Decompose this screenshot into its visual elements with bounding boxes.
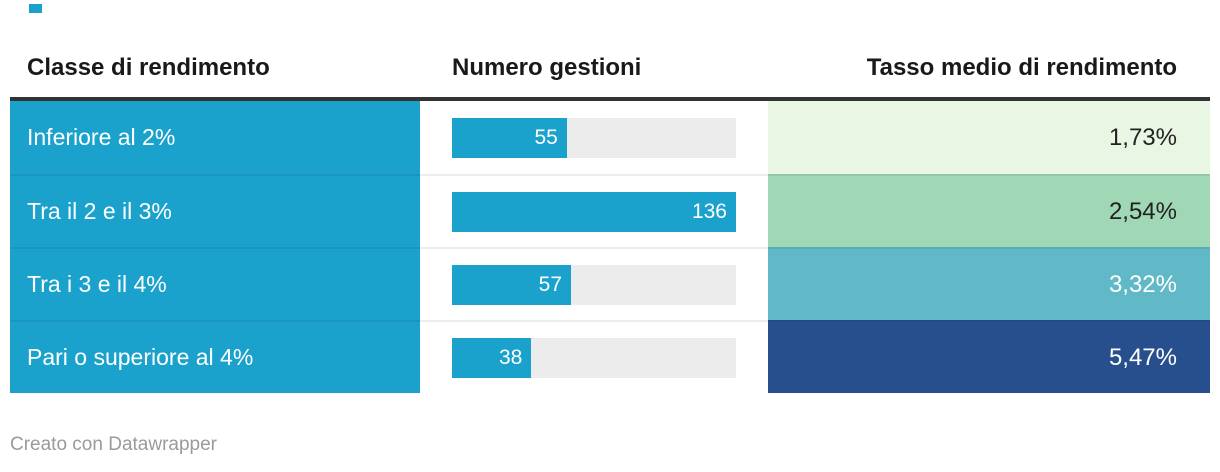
- bar-value-label: 38: [498, 345, 523, 369]
- datawrapper-credit-link[interactable]: Creato con Datawrapper: [10, 434, 217, 455]
- header-rule: [10, 97, 1210, 101]
- classe-cell: Inferiore al 2%: [10, 101, 420, 174]
- datawrapper-logo-mark: [29, 4, 42, 13]
- tasso-cell: 2,54%: [768, 174, 1210, 247]
- tasso-cell: 1,73%: [768, 101, 1210, 174]
- table-header: Classe di rendimento Numero gestioni Tas…: [10, 50, 1210, 86]
- table-row: Tra il 2 e il 3% 136 2,54%: [10, 174, 1210, 247]
- bar-track: 55: [452, 117, 736, 158]
- bar-track: 38: [452, 337, 736, 378]
- bar-fill: 55: [452, 117, 567, 158]
- bar-track: 136: [452, 191, 736, 232]
- numero-cell: 136: [420, 174, 768, 247]
- bar-fill: 38: [452, 337, 532, 378]
- numero-cell: 57: [420, 247, 768, 320]
- tasso-cell: 3,32%: [768, 247, 1210, 320]
- bar-track: 57: [452, 264, 736, 305]
- table-row: Tra i 3 e il 4% 57 3,32%: [10, 247, 1210, 320]
- classe-cell: Tra il 2 e il 3%: [10, 174, 420, 247]
- numero-cell: 38: [420, 320, 768, 393]
- bar-value-label: 55: [534, 125, 558, 149]
- bar-fill: 57: [452, 264, 572, 305]
- tasso-cell: 5,47%: [768, 320, 1210, 393]
- column-header-numero: Numero gestioni: [452, 54, 642, 81]
- table-body: Inferiore al 2% 55 1,73% Tra il 2 e il 3…: [10, 101, 1210, 393]
- bar-value-label: 57: [538, 272, 563, 296]
- bar-value-label: 136: [691, 199, 727, 223]
- classe-cell: Tra i 3 e il 4%: [10, 247, 420, 320]
- table-row: Inferiore al 2% 55 1,73%: [10, 101, 1210, 174]
- classe-cell: Pari o superiore al 4%: [10, 320, 420, 393]
- numero-cell: 55: [420, 101, 768, 174]
- table-row: Pari o superiore al 4% 38 5,47%: [10, 320, 1210, 393]
- column-header-classe: Classe di rendimento: [27, 54, 270, 81]
- column-header-tasso: Tasso medio di rendimento: [866, 54, 1177, 81]
- bar-fill: 136: [452, 191, 736, 232]
